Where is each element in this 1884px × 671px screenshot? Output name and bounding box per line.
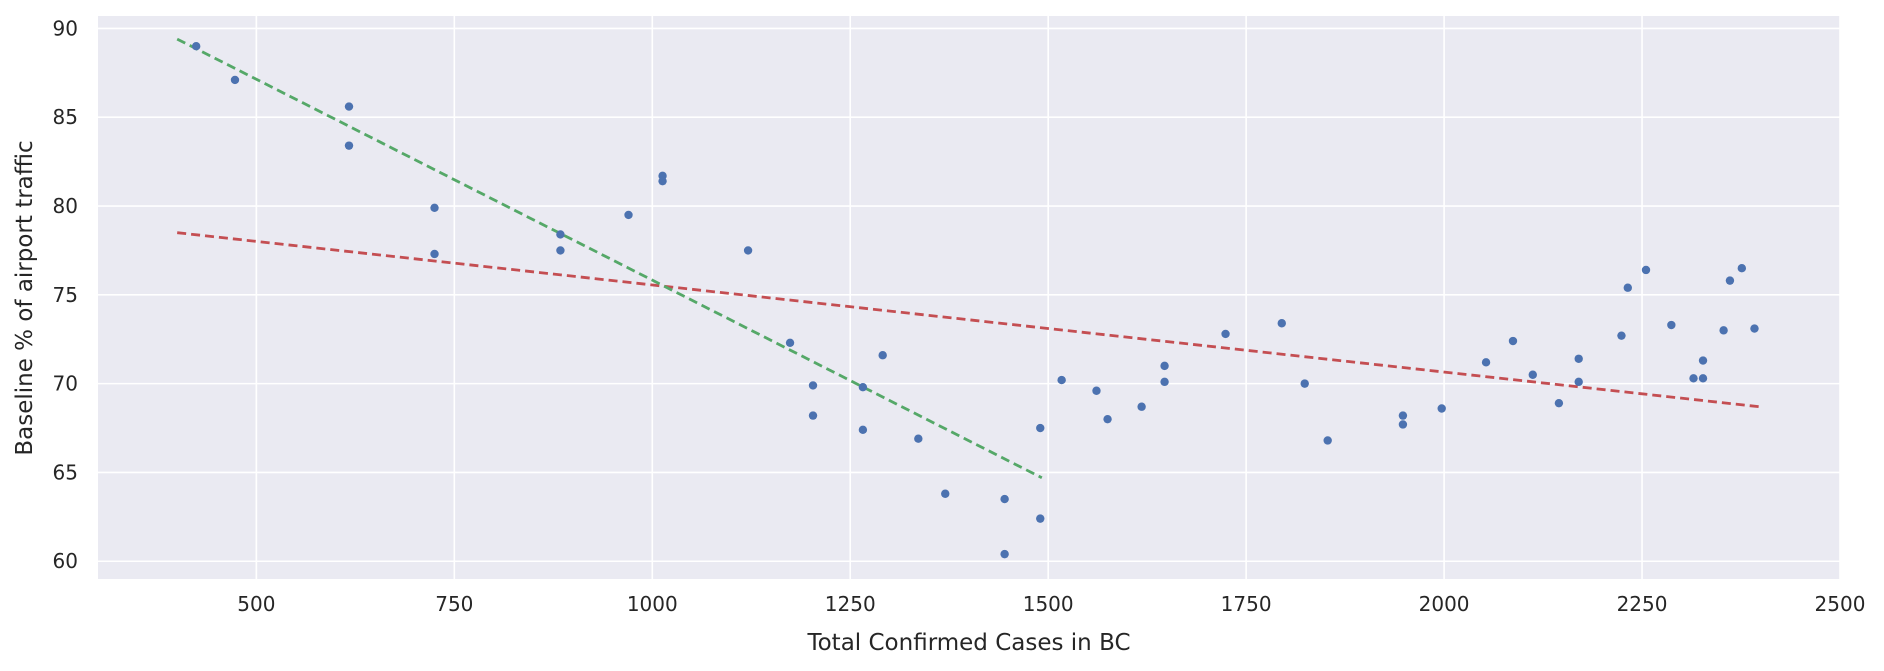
y-tick-label: 60 <box>53 549 78 573</box>
data-point <box>1323 436 1332 445</box>
x-tick-label: 1750 <box>1221 592 1272 616</box>
data-point <box>1092 386 1101 395</box>
data-point <box>191 41 201 51</box>
data-point <box>1036 423 1045 433</box>
y-tick-label: 90 <box>53 16 78 40</box>
data-point <box>1057 375 1066 385</box>
data-point <box>1554 398 1564 408</box>
data-point <box>1300 379 1309 388</box>
data-point <box>556 246 565 255</box>
data-point <box>1574 377 1583 387</box>
data-point <box>658 176 667 186</box>
data-point <box>1737 263 1747 273</box>
x-tick-label: 1500 <box>1023 592 1074 616</box>
data-point <box>941 489 950 498</box>
data-point <box>230 75 240 85</box>
y-tick-label: 65 <box>53 460 78 484</box>
x-tick-label: 2500 <box>1815 592 1866 616</box>
data-point <box>344 102 354 111</box>
data-point <box>808 411 818 420</box>
y-tick-label: 70 <box>53 372 78 396</box>
x-tick-label: 500 <box>237 592 275 616</box>
data-point <box>624 210 633 220</box>
data-point <box>1137 402 1146 411</box>
data-point <box>743 246 753 255</box>
data-point <box>1103 414 1112 424</box>
data-point <box>914 434 923 443</box>
data-point <box>430 249 439 259</box>
plot-background <box>98 16 1840 579</box>
x-tick-label: 1250 <box>825 592 876 616</box>
x-tick-labels: 500 750 1000 1250 1500 1750 2000 2250 2500 <box>237 592 1865 616</box>
fit-line-2 <box>176 37 1043 480</box>
data-point <box>1617 331 1626 340</box>
data-point <box>1750 324 1759 333</box>
data-points <box>191 41 1759 559</box>
y-tick-labels: 60 65 70 75 80 85 90 <box>53 16 78 573</box>
x-tick-label: 2250 <box>1617 592 1668 616</box>
data-point <box>1160 361 1169 371</box>
y-tick-label: 85 <box>53 105 78 129</box>
data-point <box>344 141 354 150</box>
data-point <box>858 382 868 392</box>
x-axis-label: Total Confirmed Cases in BC <box>806 630 1130 656</box>
data-point <box>1221 329 1230 339</box>
data-point <box>1698 374 1708 383</box>
data-point <box>1277 319 1286 328</box>
x-tick-label: 1000 <box>627 592 678 616</box>
data-point <box>785 338 795 347</box>
data-point <box>1036 514 1045 523</box>
data-point <box>556 230 565 239</box>
data-point <box>1623 283 1632 292</box>
data-point <box>1437 404 1446 413</box>
data-point <box>1698 356 1708 365</box>
data-point <box>1641 265 1651 275</box>
data-point <box>1398 411 1408 420</box>
data-point <box>1574 354 1583 363</box>
x-tick-label: 750 <box>435 592 473 616</box>
data-point <box>1689 374 1698 383</box>
data-point <box>1508 336 1518 346</box>
y-tick-label: 80 <box>53 194 78 218</box>
data-point <box>1398 420 1408 429</box>
data-point <box>1481 358 1491 367</box>
data-point <box>1667 320 1676 330</box>
data-point <box>1528 370 1537 379</box>
data-point <box>1725 276 1735 285</box>
data-point <box>808 381 818 390</box>
data-point <box>1719 326 1728 335</box>
fit-lines <box>176 37 1760 480</box>
x-tick-label: 2000 <box>1419 592 1470 616</box>
data-point <box>430 203 439 213</box>
y-tick-label: 75 <box>53 283 78 307</box>
data-point <box>878 351 887 360</box>
y-axis-label: Baseline % of airport traffic <box>12 140 38 455</box>
data-point <box>1000 494 1009 504</box>
grid-lines <box>98 16 1841 579</box>
data-point <box>1000 549 1009 559</box>
data-point <box>858 425 868 435</box>
data-point <box>1160 377 1169 387</box>
